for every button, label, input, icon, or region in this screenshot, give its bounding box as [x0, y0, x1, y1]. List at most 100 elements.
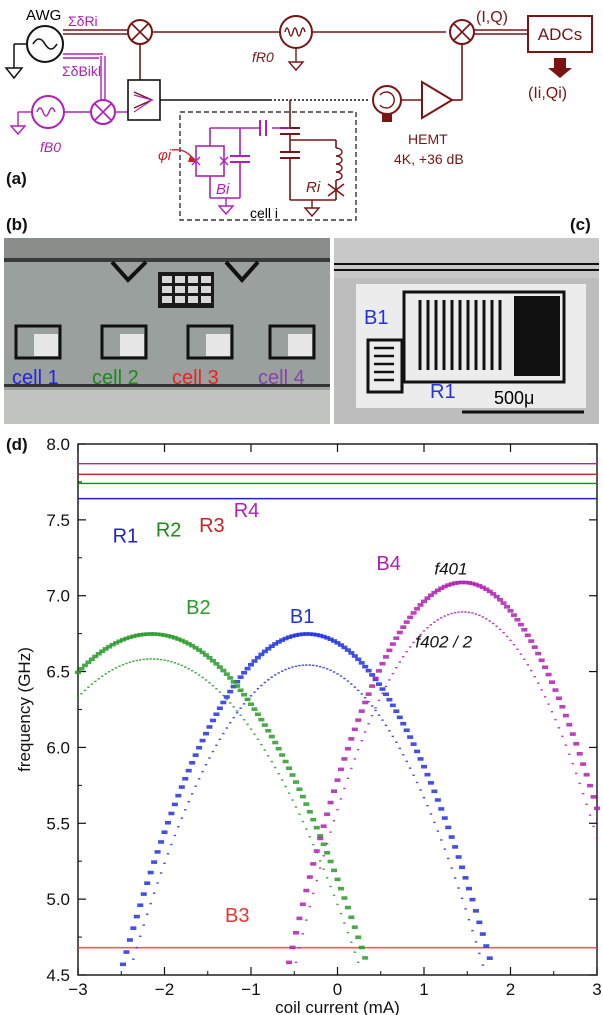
data-point: [507, 609, 514, 613]
data-point: [575, 772, 578, 775]
data-point: [211, 685, 215, 687]
data-point: [569, 732, 576, 736]
data-point: [284, 668, 287, 671]
data-point: [274, 766, 277, 769]
data-point: [223, 695, 230, 699]
data-point: [488, 620, 491, 622]
data-point: [197, 674, 201, 676]
data-point: [337, 767, 344, 772]
data-point: [267, 679, 270, 681]
data-point: [440, 839, 443, 841]
data-point: [99, 649, 106, 654]
data-point: [485, 618, 488, 620]
data-point: [303, 802, 310, 806]
data-point: [320, 824, 327, 828]
data-point: [325, 877, 329, 879]
iq-label: (I,Q): [476, 9, 508, 26]
data-point: [140, 632, 147, 637]
data-point: [305, 828, 308, 830]
data-point: [353, 758, 356, 760]
data-point: [244, 697, 251, 702]
data-point: [184, 809, 187, 811]
data-point: [369, 684, 376, 688]
data-point: [87, 686, 90, 688]
data-point: [242, 719, 246, 721]
series-b1-f01: [119, 632, 493, 967]
data-point: [268, 644, 275, 649]
data-point: [111, 668, 114, 671]
data-point: [133, 633, 140, 638]
data-point: [391, 735, 395, 738]
data-point: [436, 830, 440, 832]
data-point: [353, 686, 356, 688]
data-point: [483, 944, 490, 948]
data-point: [526, 664, 529, 666]
data-point: [229, 721, 232, 724]
data-point: [154, 850, 161, 854]
data-point: [265, 728, 272, 733]
data-point: [500, 601, 507, 605]
data-point: [248, 662, 254, 667]
data-point: [118, 665, 121, 667]
data-point: [332, 671, 336, 673]
data-point: [367, 722, 370, 725]
data-point: [382, 655, 389, 659]
data-point: [168, 811, 175, 816]
data-point: [166, 660, 170, 662]
data-point: [581, 792, 585, 795]
data-point: [272, 642, 279, 646]
data-point: [341, 896, 348, 900]
data-point: [312, 892, 315, 895]
data-point: [301, 664, 305, 666]
data-point: [289, 634, 296, 638]
data-point: [230, 680, 237, 684]
data-point: [363, 696, 367, 699]
data-point: [455, 855, 462, 859]
data-point: [402, 754, 405, 756]
data-point: [538, 658, 545, 663]
data-point: [114, 667, 118, 669]
series-label-b4: B4: [376, 553, 400, 575]
data-point: [417, 603, 424, 607]
data-point: [126, 938, 133, 942]
data-point: [319, 860, 322, 862]
data-point: [152, 658, 156, 660]
data-point: [178, 785, 185, 789]
data-point: [412, 774, 415, 776]
data-point: [346, 777, 350, 780]
data-point: [171, 802, 178, 807]
data-point: [402, 655, 405, 658]
b3-label: B3: [225, 905, 249, 927]
data-point: [258, 652, 265, 657]
data-point: [578, 782, 581, 785]
panel-a-label: (a): [6, 169, 27, 188]
data-point: [142, 658, 145, 661]
data-point: [192, 645, 199, 650]
data-point: [389, 642, 396, 646]
data-point: [222, 732, 225, 735]
data-point: [312, 664, 315, 667]
data-point: [241, 692, 248, 697]
data-point: [545, 672, 552, 677]
data-point: [462, 580, 469, 585]
annotation-f4-01: f401: [434, 559, 467, 578]
data-point: [320, 634, 327, 639]
data-point: [279, 753, 286, 757]
data-point: [344, 905, 351, 910]
data-point: [154, 632, 161, 637]
data-point: [438, 807, 445, 811]
data-point: [427, 593, 434, 598]
data-point: [419, 633, 422, 636]
data-point: [75, 670, 81, 675]
data-point: [305, 664, 308, 666]
data-point: [220, 700, 227, 705]
data-point: [495, 625, 498, 627]
data-point: [334, 641, 341, 645]
data-point: [590, 795, 597, 799]
data-point: [492, 622, 495, 625]
data-point: [365, 668, 372, 673]
data-point: [561, 735, 564, 738]
panel-c: (c) B1 R1 500μ: [334, 215, 599, 424]
data-point: [337, 643, 344, 647]
data-point: [562, 713, 569, 718]
